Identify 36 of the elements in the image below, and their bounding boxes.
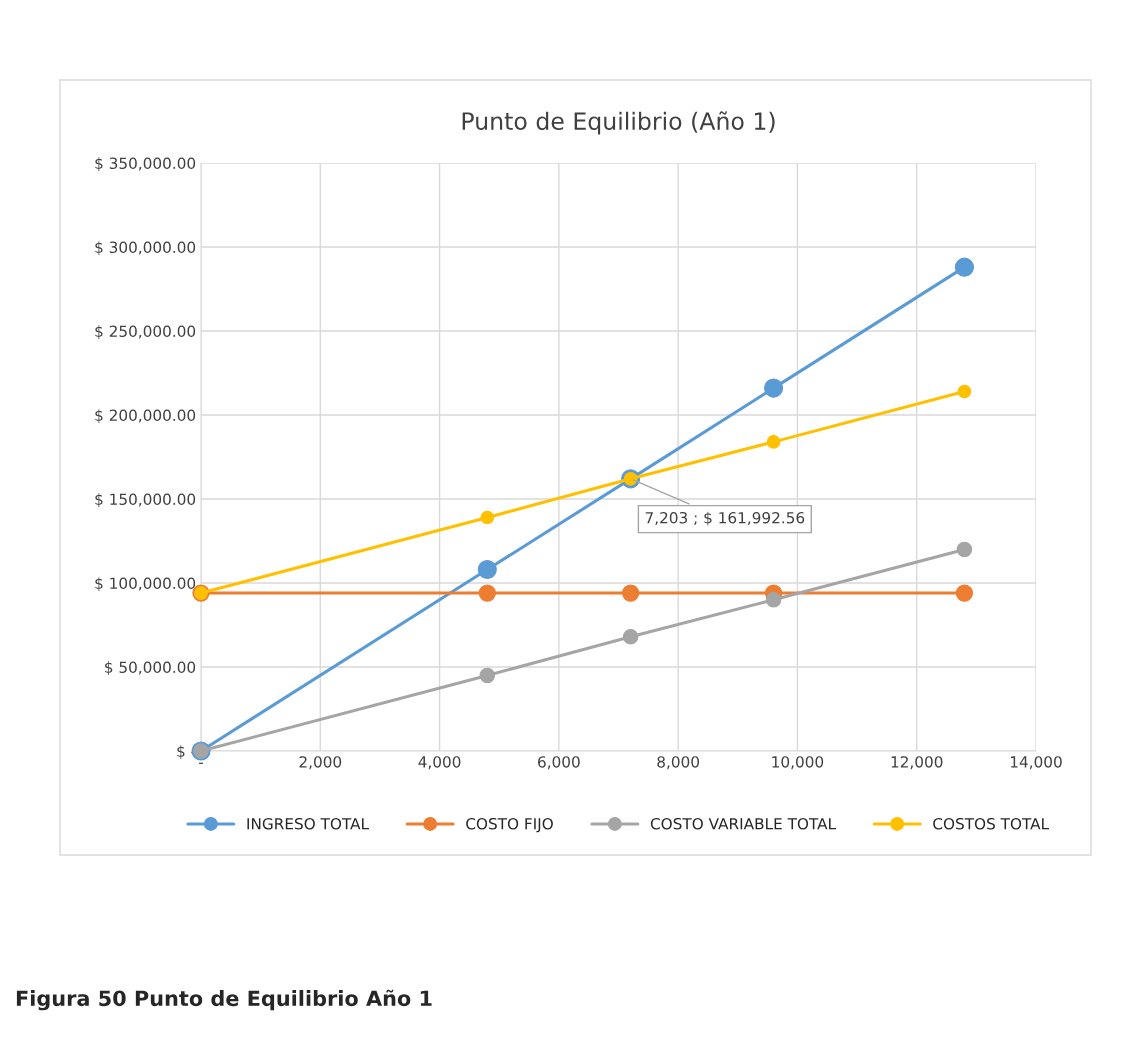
y-tick-label: $ 100,000.00 [95, 577, 196, 592]
annotation: 7,203 ; $ 161,992.56 [645, 511, 805, 526]
x-tick-label: 12,000 [891, 756, 943, 770]
y-tick-label: $ 300,000.00 [95, 241, 196, 256]
y-tick-label: $ 350,000.00 [95, 157, 196, 172]
x-tick-label: 4,000 [418, 756, 461, 770]
point [957, 384, 972, 399]
x-tick-label: 2,000 [299, 756, 342, 770]
chart-title: Punto de Equilibrio (Año 1) [462, 111, 775, 135]
text: Figura 50 Punto de Equilibrio Año 1 [16, 989, 432, 1011]
legend-label: COSTOS TOTAL [933, 817, 1050, 830]
y-tick-label: $ 200,000.00 [95, 409, 196, 424]
point [956, 541, 973, 558]
point [766, 435, 781, 449]
point [479, 667, 496, 684]
point [477, 560, 497, 580]
legend-label: COSTO VARIABLE TOTAL [650, 817, 836, 830]
point [621, 584, 640, 602]
point [765, 592, 782, 608]
y-tick-label: $ - [177, 745, 196, 760]
y-tick-label: $ 250,000.00 [95, 325, 196, 340]
x-tick-label: 8,000 [657, 756, 699, 770]
point [480, 510, 495, 525]
x-tick-label: 6,000 [538, 756, 580, 770]
point [955, 584, 974, 602]
legend-label: COSTO FIJO [466, 817, 553, 833]
point [478, 584, 496, 602]
point [764, 378, 784, 398]
x-tick-label: 10,000 [772, 756, 824, 770]
point [622, 629, 639, 645]
legend-label: INGRESO TOTAL [247, 817, 369, 830]
x-tick-label: - [198, 762, 204, 764]
y-tick-label: $ 150,000.00 [95, 493, 196, 508]
x-tick-label: 14,000 [1010, 756, 1062, 770]
y-tick-label: $ 50,000.00 [105, 661, 196, 676]
point [954, 257, 974, 277]
